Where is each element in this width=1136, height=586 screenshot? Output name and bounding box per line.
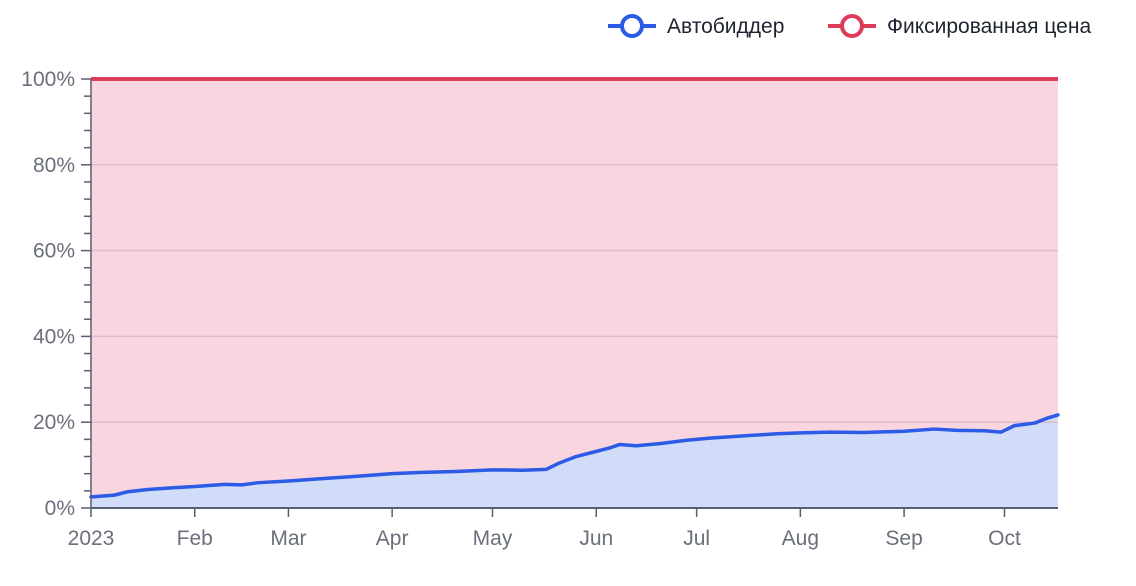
x-tick-label: Aug <box>782 527 819 550</box>
legend-circle-marker <box>840 14 864 38</box>
legend: Автобиддер Фиксированная цена <box>608 14 1091 38</box>
legend-item-autobidder[interactable]: Автобиддер <box>608 14 784 38</box>
y-tick-label: 80% <box>33 154 75 177</box>
gridlines <box>91 164 1058 423</box>
x-tick-label: Jun <box>579 527 613 550</box>
x-tick-label: Oct <box>988 527 1021 550</box>
autobidder-area <box>91 414 1058 508</box>
x-tick-label: 2023 <box>68 527 115 550</box>
series-lines <box>89 77 1060 499</box>
y-tick-label: 0% <box>45 497 75 520</box>
x-tick-label: Apr <box>376 527 409 550</box>
legend-label: Фиксированная цена <box>887 15 1091 38</box>
legend-item-fixed-price[interactable]: Фиксированная цена <box>828 14 1091 38</box>
y-tick-label: 20% <box>33 411 75 434</box>
areas-layer <box>91 79 1058 508</box>
y-tick-label: 60% <box>33 240 75 263</box>
x-tick-label: Jul <box>683 527 710 550</box>
legend-circle-marker <box>620 14 644 38</box>
x-tick-label: Mar <box>270 527 306 550</box>
x-tick-label: May <box>473 527 513 550</box>
legend-label: Автобиддер <box>667 15 784 38</box>
y-tick-label: 40% <box>33 325 75 348</box>
axes: 0% 20% 40% 60% 80% 100% 2023 Feb Mar Apr May Jun Jul… <box>21 68 1058 550</box>
x-tick-label: Sep <box>885 527 922 550</box>
autobidder-line <box>89 413 1060 499</box>
y-tick-label: 100% <box>21 68 75 91</box>
x-tick-label: Feb <box>177 527 213 550</box>
